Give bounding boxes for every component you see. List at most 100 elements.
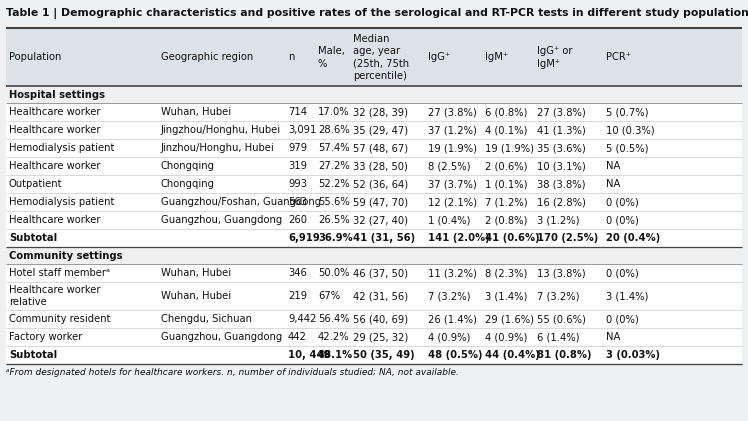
Text: Hospital settings: Hospital settings [9,90,105,100]
Text: 32 (27, 40): 32 (27, 40) [353,216,408,225]
Text: 41 (1.3%): 41 (1.3%) [537,125,586,136]
Text: 979: 979 [288,144,307,153]
Text: Wuhan, Hubei: Wuhan, Hubei [161,107,231,117]
Text: 714: 714 [288,107,307,117]
Text: 7 (1.2%): 7 (1.2%) [485,197,527,208]
Text: IgG⁺: IgG⁺ [428,53,450,62]
Text: 48 (0.5%): 48 (0.5%) [428,350,482,360]
Text: 12 (2.1%): 12 (2.1%) [428,197,477,208]
Text: 13 (3.8%): 13 (3.8%) [537,269,586,278]
Text: Wuhan, Hubei: Wuhan, Hubei [161,269,231,278]
Text: 6 (1.4%): 6 (1.4%) [537,333,580,342]
Text: Population: Population [9,53,61,62]
Text: Healthcare worker: Healthcare worker [9,125,100,136]
Text: 26.5%: 26.5% [318,216,349,225]
Text: 67%: 67% [318,291,340,301]
Text: 41 (31, 56): 41 (31, 56) [353,233,415,243]
Text: 33 (28, 50): 33 (28, 50) [353,161,408,171]
Text: Healthcare worker: Healthcare worker [9,216,100,225]
Text: 0 (0%): 0 (0%) [606,314,639,325]
Text: Community resident: Community resident [9,314,111,325]
Text: 0 (0%): 0 (0%) [606,269,639,278]
Bar [6,29,742,365]
Text: 57 (48, 67): 57 (48, 67) [353,144,408,153]
Text: 5 (0.5%): 5 (0.5%) [606,144,649,153]
Text: 55 (0.6%): 55 (0.6%) [537,314,586,325]
Text: NA: NA [606,161,620,171]
Text: 27.2%: 27.2% [318,161,349,171]
Text: 57.4%: 57.4% [318,144,349,153]
Text: 3 (1.4%): 3 (1.4%) [485,291,527,301]
Text: 319: 319 [288,161,307,171]
Text: 5 (0.7%): 5 (0.7%) [606,107,649,117]
Text: 29 (1.6%): 29 (1.6%) [485,314,534,325]
Text: 26 (1.4%): 26 (1.4%) [428,314,476,325]
Text: Male,
%: Male, % [318,46,345,69]
Text: 3 (1.4%): 3 (1.4%) [606,291,649,301]
Text: 7 (3.2%): 7 (3.2%) [537,291,580,301]
Text: 20 (0.4%): 20 (0.4%) [606,233,660,243]
Text: 81 (0.8%): 81 (0.8%) [537,350,592,360]
Text: 42.2%: 42.2% [318,333,349,342]
Text: Healthcare worker: Healthcare worker [9,107,100,117]
Text: 19 (1.9%): 19 (1.9%) [428,144,477,153]
Text: Chengdu, Sichuan: Chengdu, Sichuan [161,314,252,325]
Text: 8 (2.3%): 8 (2.3%) [485,269,527,278]
Text: 3 (1.2%): 3 (1.2%) [537,216,580,225]
Text: 27 (3.8%): 27 (3.8%) [428,107,476,117]
Text: 10 (0.3%): 10 (0.3%) [606,125,654,136]
Text: Chongqing: Chongqing [161,161,215,171]
Text: Outpatient: Outpatient [9,179,63,189]
Text: n: n [288,53,295,62]
Text: 46 (37, 50): 46 (37, 50) [353,269,408,278]
Text: 4 (0.9%): 4 (0.9%) [485,333,527,342]
Text: Hemodialysis patient: Hemodialysis patient [9,197,114,208]
Text: Chongqing: Chongqing [161,179,215,189]
Text: 32 (28, 39): 32 (28, 39) [353,107,408,117]
Text: 50 (35, 49): 50 (35, 49) [353,350,414,360]
Bar [6,86,742,104]
Text: 52 (36, 64): 52 (36, 64) [353,179,408,189]
Text: 38 (3.8%): 38 (3.8%) [537,179,586,189]
Text: Jinzhou/Honghu, Hubei: Jinzhou/Honghu, Hubei [161,144,275,153]
Text: 50.0%: 50.0% [318,269,349,278]
Text: 2 (0.6%): 2 (0.6%) [485,161,527,171]
Text: Subtotal: Subtotal [9,233,57,243]
Text: 0 (0%): 0 (0%) [606,216,639,225]
Text: 10, 449: 10, 449 [288,350,331,360]
Text: 260: 260 [288,216,307,225]
Text: NA: NA [606,333,620,342]
Text: 442: 442 [288,333,307,342]
Text: 8 (2.5%): 8 (2.5%) [428,161,470,171]
Text: Community settings: Community settings [9,251,123,261]
Text: Healthcare worker
relative: Healthcare worker relative [9,285,100,307]
Text: Hemodialysis patient: Hemodialysis patient [9,144,114,153]
Text: 19 (1.9%): 19 (1.9%) [485,144,534,153]
Text: 42 (31, 56): 42 (31, 56) [353,291,408,301]
Text: 27 (3.8%): 27 (3.8%) [537,107,586,117]
Text: 29 (25, 32): 29 (25, 32) [353,333,408,342]
Text: 44 (0.4%): 44 (0.4%) [485,350,539,360]
Text: 3 (0.03%): 3 (0.03%) [606,350,660,360]
Text: 17.0%: 17.0% [318,107,349,117]
Text: 59 (47, 70): 59 (47, 70) [353,197,408,208]
Bar [6,29,742,86]
Text: 37 (3.7%): 37 (3.7%) [428,179,476,189]
Text: 35 (29, 47): 35 (29, 47) [353,125,408,136]
Text: 141 (2.0%): 141 (2.0%) [428,233,489,243]
Text: Wuhan, Hubei: Wuhan, Hubei [161,291,231,301]
Text: Guangzhou, Guangdong: Guangzhou, Guangdong [161,333,282,342]
Text: 28.6%: 28.6% [318,125,349,136]
Text: 0 (0%): 0 (0%) [606,197,639,208]
Text: 563: 563 [288,197,307,208]
Text: Subtotal: Subtotal [9,350,57,360]
Text: 56 (40, 69): 56 (40, 69) [353,314,408,325]
Text: 11 (3.2%): 11 (3.2%) [428,269,476,278]
Text: 3,091: 3,091 [288,125,316,136]
Text: NA: NA [606,179,620,189]
Text: Jingzhou/Honghu, Hubei: Jingzhou/Honghu, Hubei [161,125,281,136]
Text: 4 (0.9%): 4 (0.9%) [428,333,470,342]
Text: 6 (0.8%): 6 (0.8%) [485,107,527,117]
Text: 2 (0.8%): 2 (0.8%) [485,216,527,225]
Text: 993: 993 [288,179,307,189]
